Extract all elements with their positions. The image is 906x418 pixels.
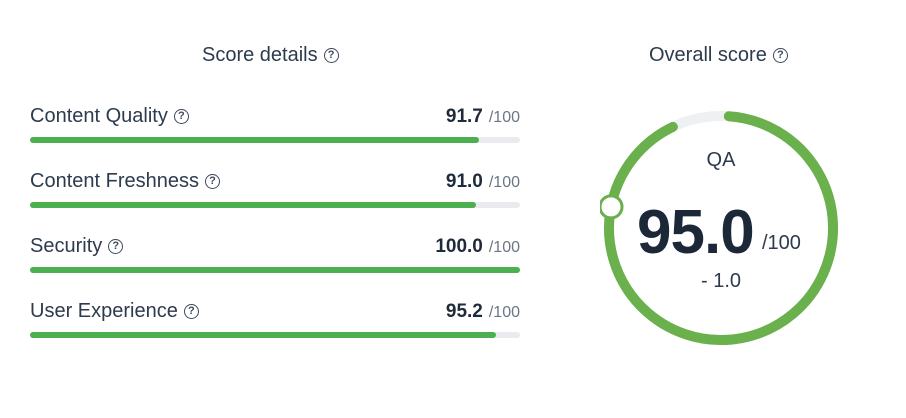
- metric-label: User Experience ?: [30, 300, 199, 323]
- overall-score-value: 95.0: [637, 198, 755, 267]
- overall-score-title-text: Overall score: [649, 44, 767, 66]
- help-icon[interactable]: ?: [183, 304, 199, 319]
- metric-score: 100.0/100: [435, 236, 520, 258]
- metric-score: 91.0/100: [446, 171, 520, 193]
- help-icon[interactable]: ?: [323, 48, 339, 63]
- metric-content-freshness: Content Freshness ? 91.0/100: [30, 170, 520, 210]
- metric-label: Security ?: [30, 235, 124, 258]
- metric-user-experience: User Experience ? 95.2/100: [30, 300, 520, 340]
- metric-value: 95.2: [445, 301, 483, 322]
- metric-label-text: User Experience: [30, 300, 178, 322]
- metric-score: 95.2/100: [446, 301, 520, 323]
- metric-label: Content Freshness ?: [30, 170, 220, 193]
- progress-bar-track: [30, 332, 520, 338]
- progress-bar-fill: [30, 332, 497, 338]
- metric-label-text: Security: [30, 235, 103, 257]
- overall-score-readout: QA 95.0 /100 - 1.0: [600, 107, 842, 349]
- help-icon[interactable]: ?: [173, 109, 189, 124]
- metric-max: /100: [488, 174, 520, 191]
- progress-bar-fill: [30, 202, 476, 208]
- metric-value: 91.7: [445, 106, 483, 127]
- metric-value: 91.0: [445, 171, 483, 192]
- metric-score: 91.7/100: [446, 106, 520, 128]
- gauge-label: QA: [706, 149, 736, 171]
- help-icon[interactable]: ?: [204, 174, 220, 189]
- progress-bar-fill: [30, 137, 480, 143]
- metric-max: /100: [488, 239, 520, 256]
- metric-value: 100.0: [435, 236, 483, 257]
- overall-score-title: Overall score ?: [649, 44, 788, 67]
- score-details-title: Score details ?: [202, 44, 339, 67]
- help-icon[interactable]: ?: [108, 239, 124, 254]
- metric-label: Content Quality ?: [30, 105, 189, 128]
- help-icon[interactable]: ?: [772, 48, 788, 63]
- progress-bar-fill: [30, 267, 520, 273]
- progress-bar-track: [30, 137, 520, 143]
- gauge-knob: [600, 194, 624, 220]
- progress-bar-track: [30, 267, 520, 273]
- progress-bar-track: [30, 202, 520, 208]
- metric-max: /100: [488, 109, 520, 126]
- metric-label-text: Content Freshness: [30, 170, 199, 192]
- score-details-title-text: Score details: [202, 44, 318, 66]
- overall-score-delta: - 1.0: [700, 270, 742, 292]
- overall-score-max: /100: [762, 232, 801, 254]
- metric-content-quality: Content Quality ? 91.7/100: [30, 105, 520, 145]
- overall-score-gauge: [600, 111, 838, 345]
- metric-security: Security ? 100.0/100: [30, 235, 520, 275]
- metric-max: /100: [488, 304, 520, 321]
- metric-label-text: Content Quality: [30, 105, 168, 127]
